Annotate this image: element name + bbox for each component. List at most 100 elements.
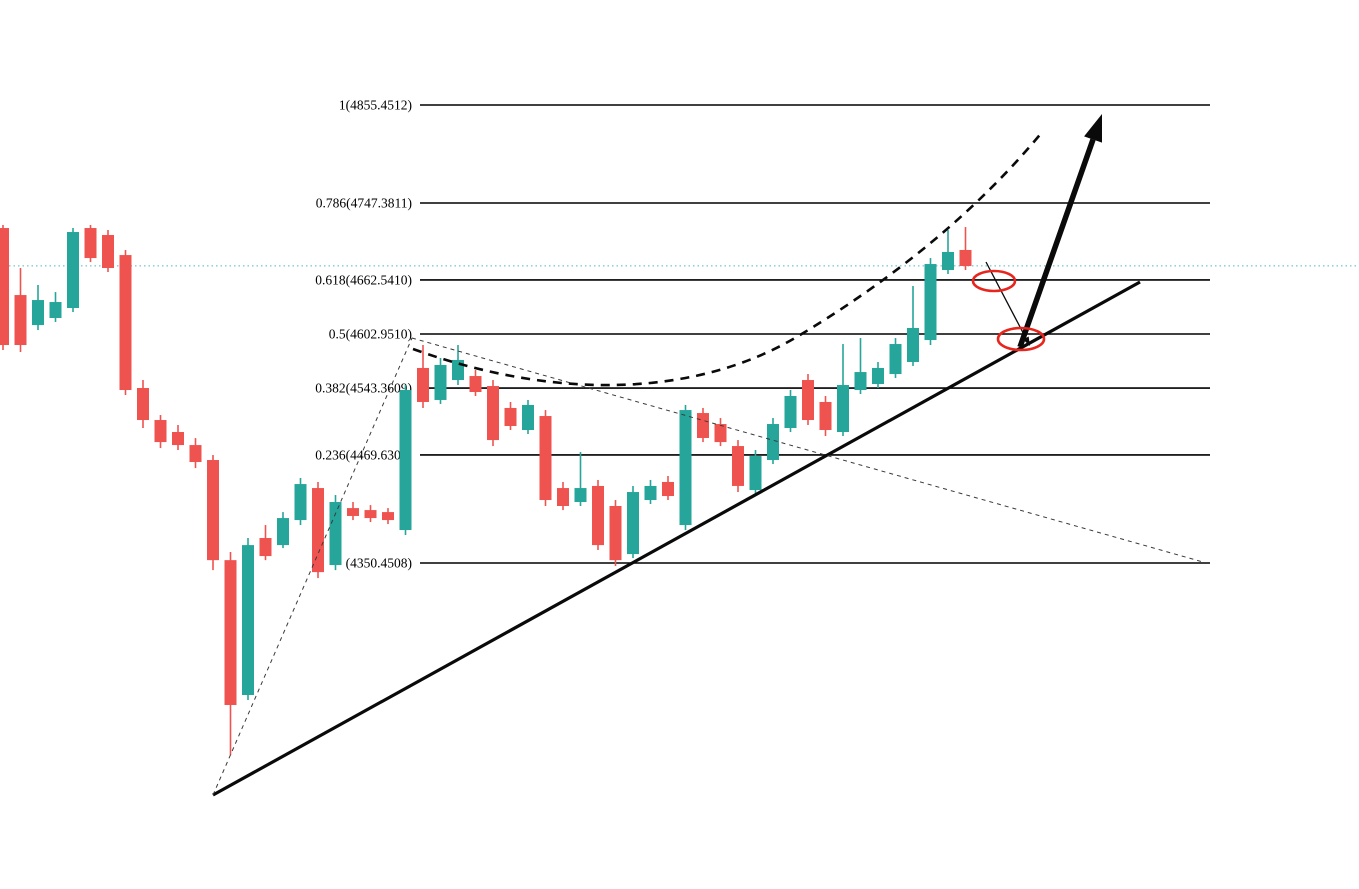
candle-body [172,431,184,446]
candle [0,225,9,351]
fib-label-0: (4350.4508) [346,556,412,571]
candle-body [0,228,9,346]
candle [242,538,254,700]
candle [399,385,412,536]
candle [67,228,79,313]
fib-label-0.786: 0.786(4747.3811) [316,196,412,211]
candle [539,410,552,507]
candle-body [329,502,342,566]
candle [697,407,709,443]
candle-body [609,506,622,561]
candle-body [522,404,534,430]
triangle-right-dashed-line [411,337,1204,563]
candle-body [837,385,849,432]
candle [802,374,814,426]
candle [557,481,569,511]
candle [119,249,132,395]
candle [329,495,342,571]
candle-body [872,367,884,385]
candle [259,525,272,561]
candle [102,230,114,273]
breakout-arrow [1017,114,1102,348]
candle-body [84,228,97,259]
candle-body [907,327,919,362]
candle [907,285,919,366]
candle [84,225,97,263]
candle-body [154,420,167,443]
candle [32,284,44,331]
breakout-arrow-shaft [1017,138,1096,348]
candle [312,481,324,579]
candle-body [627,492,639,555]
fib-label-0.236: 0.236(4469.6309) [315,447,412,462]
candle-body [207,460,219,561]
candle [732,440,744,493]
candle [819,395,832,436]
pullback-arrow-shaft [985,261,1027,339]
candle-body [469,376,482,392]
candle [627,485,639,559]
candle-body [347,508,359,516]
candle-body [942,251,954,271]
fib-label-0.382: 0.382(4543.3609) [315,381,412,396]
candle [137,380,149,429]
candle [504,401,517,430]
candle-body [592,485,604,546]
candle-body [382,512,394,521]
candle-body [102,235,114,269]
candle-body [889,344,902,375]
candle [189,438,202,469]
candle [679,404,692,531]
candle-body [504,407,517,427]
candle-body [854,372,867,391]
candle-body [294,484,307,521]
candle [487,380,499,447]
candle-body [32,300,44,326]
candle [207,455,219,571]
candle-body [802,380,814,421]
candle [644,479,657,505]
candle-body [224,560,237,705]
annotations-layer [212,114,1204,797]
candle-body [417,367,429,402]
candle-body [434,364,447,400]
candle-body [574,488,587,503]
candle-body [399,390,412,531]
candles-layer [0,225,972,756]
candle [294,477,307,526]
candle-body [487,386,499,441]
candle [749,450,762,495]
highlight-ellipse-2 [996,326,1046,352]
candle-body [14,295,27,346]
candle-body [67,232,79,309]
candle [784,390,797,432]
candle-body [749,456,762,491]
candle-body [137,388,149,421]
candle-body [277,518,289,546]
candle-body [49,302,62,318]
candle-body [557,488,569,507]
candle [959,227,972,271]
candle-body [119,255,132,391]
candle [382,508,394,525]
candle [364,505,377,523]
candle [662,475,674,501]
breakout-arrow-head [1084,114,1102,143]
candle [714,418,727,447]
candle-body [784,395,797,429]
candle-body [189,445,202,463]
candle-body [819,401,832,430]
candle [854,338,867,394]
highlight-ellipse-1 [971,269,1017,293]
candle [417,345,429,408]
candle-body [959,249,972,267]
triangle-left-dashed-line [212,337,413,796]
candle [837,344,849,436]
fib-label-0.618: 0.618(4662.5410) [315,272,412,287]
candle-body [452,359,464,381]
candle [347,502,359,521]
candle-body [242,545,254,696]
candle [942,230,954,275]
candle [277,512,289,549]
